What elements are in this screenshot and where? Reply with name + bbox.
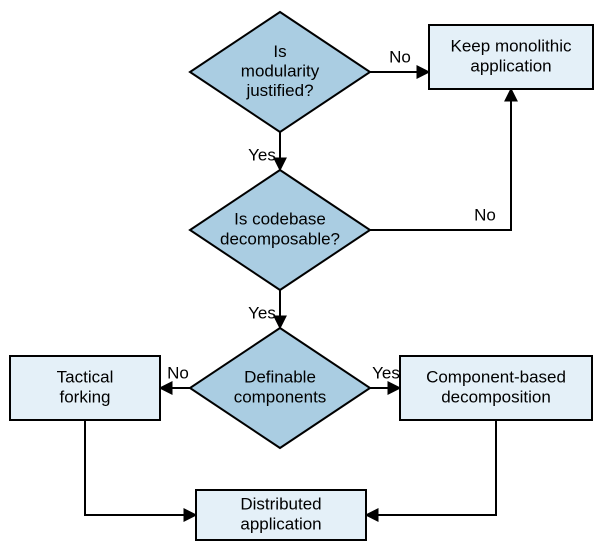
node-text-d1: justified? (245, 81, 313, 100)
node-text-r_keep: Keep monolithic (451, 37, 572, 56)
edge-tact-dist (85, 420, 196, 515)
node-text-r_comp: decomposition (441, 387, 551, 406)
node-text-d2: decomposable? (220, 229, 340, 248)
node-text-d1: Is (273, 42, 286, 61)
edge-label-d1-no-keep: No (389, 47, 411, 66)
node-text-r_dist: Distributed (240, 495, 321, 514)
node-text-d3: Definable (244, 368, 316, 387)
node-text-r_comp: Component-based (426, 368, 566, 387)
edge-label-d2-yes-d3: Yes (248, 303, 276, 322)
node-text-d3: components (234, 387, 327, 406)
flowchart-canvas: No Yes Yes No No Yes Ismodularityjustified? Is … (0, 0, 600, 554)
node-text-r_tact: Tactical (57, 368, 114, 387)
node-text-d2: Is codebase (234, 210, 326, 229)
edge-label-d2-no-keep: No (474, 205, 496, 224)
edge-label-d3-no-tact: No (167, 363, 189, 382)
node-text-d1: modularity (241, 61, 320, 80)
edge-label-d3-yes-comp: Yes (372, 363, 400, 382)
edge-label-d1-yes-d2: Yes (248, 145, 276, 164)
node-text-r_tact: forking (59, 387, 110, 406)
node-text-r_keep: application (470, 56, 551, 75)
node-text-r_dist: application (240, 514, 321, 533)
edge-comp-dist (366, 420, 496, 515)
